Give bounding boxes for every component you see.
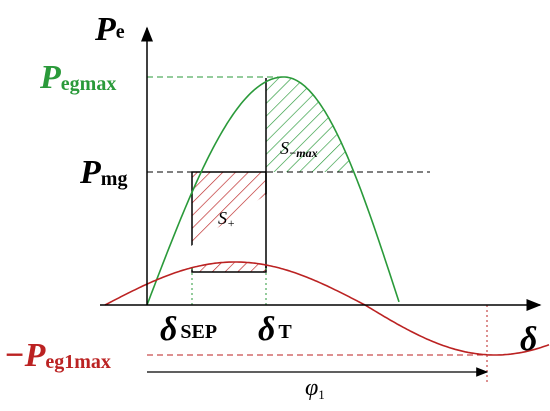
symbol: S [280, 138, 289, 158]
symbol: δ [258, 311, 275, 348]
green-curve [146, 76, 400, 306]
symbol: δ [160, 311, 177, 348]
subscript: eg1max [45, 351, 111, 373]
phi-label: φ1 [305, 375, 325, 402]
subscript: T [278, 321, 292, 343]
subscript: −max [289, 146, 318, 160]
areas [191, 77, 366, 273]
subscript: mg [101, 168, 128, 190]
subscript: e [116, 21, 125, 43]
symbol: P [39, 59, 61, 96]
symbol: P [79, 154, 101, 191]
sep-label: δ SEP [160, 311, 217, 348]
area-minus-label: S−max [280, 138, 318, 160]
y-axis-label: Pe [94, 11, 125, 48]
subscript: 1 [318, 387, 325, 402]
symbol: −P [4, 337, 46, 374]
symbol: φ [305, 375, 318, 401]
red-curve [104, 261, 550, 356]
subscript: SEP [180, 321, 217, 343]
egmax-label: Pegmax [39, 59, 116, 96]
x-axis-label: δ [520, 321, 537, 358]
subscript: egmax [61, 73, 117, 95]
subscript: + [227, 216, 235, 230]
symbol: S [218, 208, 227, 228]
area-plus-label: S+ [218, 208, 235, 230]
symbol: P [94, 11, 116, 48]
mg-label: Pmg [79, 154, 127, 191]
eg1max-label: −Peg1max [4, 337, 111, 374]
